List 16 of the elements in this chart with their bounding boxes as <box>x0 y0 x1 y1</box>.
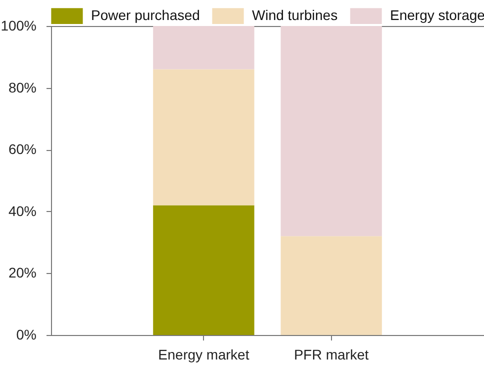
bar <box>280 236 382 335</box>
y-tick-label: 100% <box>0 18 36 34</box>
y-tick-label: 0% <box>16 326 36 342</box>
legend-label: Energy storage <box>390 7 484 24</box>
bar <box>153 69 254 206</box>
y-tick-label: 40% <box>8 202 36 219</box>
x-tick-label: PFR market <box>294 346 369 362</box>
legend-label: Power purchased <box>91 7 200 24</box>
y-tick-label: 20% <box>8 264 36 281</box>
y-tick-label: 60% <box>8 141 36 158</box>
bar <box>153 205 254 335</box>
x-tick-label: Energy market <box>158 346 250 362</box>
bar <box>280 26 382 236</box>
y-tick-label: 80% <box>8 79 36 96</box>
legend-label: Wind turbines <box>252 7 338 24</box>
bar <box>153 26 254 70</box>
